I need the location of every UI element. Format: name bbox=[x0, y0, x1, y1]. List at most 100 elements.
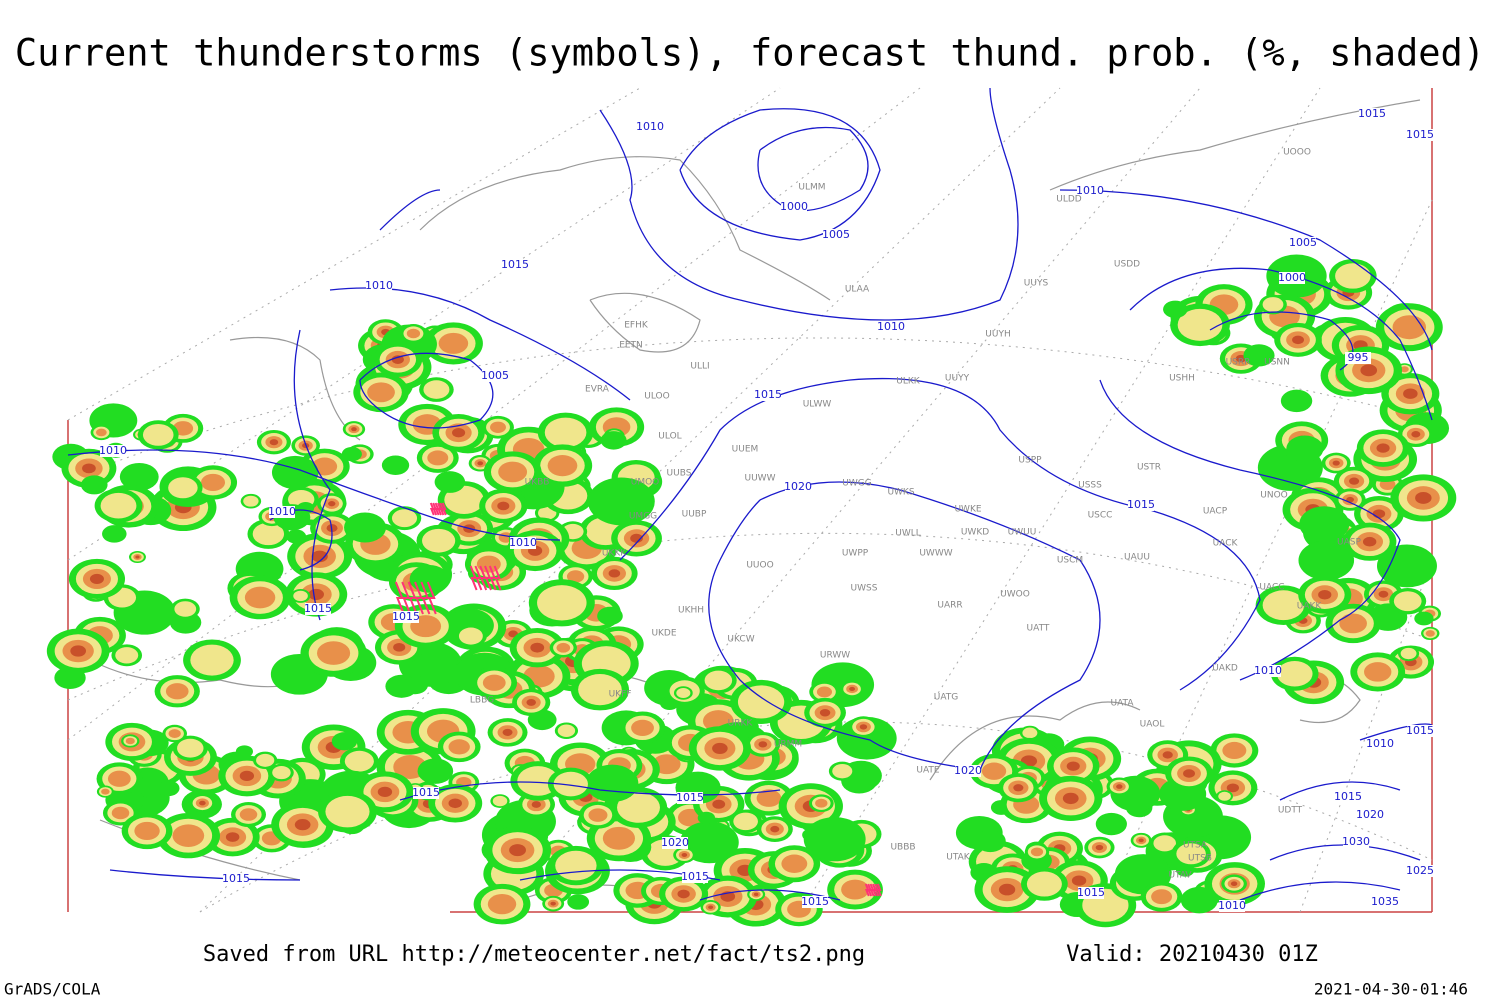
label-bg bbox=[1372, 896, 1398, 908]
shade-cell bbox=[199, 800, 206, 806]
storm-symbol bbox=[437, 502, 442, 516]
station-code: UUYH bbox=[985, 330, 1010, 340]
label-bg bbox=[100, 445, 126, 457]
isobar-label: 1000 bbox=[780, 200, 808, 213]
station-code: UKDE bbox=[651, 629, 676, 639]
isobar-label: 1015 bbox=[754, 388, 782, 401]
shade-cell bbox=[244, 586, 276, 609]
shade-cell bbox=[849, 686, 856, 692]
station-code: EFHK bbox=[624, 321, 649, 331]
title: Current thunderstorms (symbols), forecas… bbox=[15, 32, 1485, 75]
shade-cell bbox=[585, 764, 639, 803]
shade-cell bbox=[101, 788, 110, 795]
shade-cell bbox=[70, 645, 87, 657]
shade-cell bbox=[602, 826, 635, 850]
shade-cell bbox=[344, 512, 387, 543]
station-code: UWUU bbox=[1008, 528, 1037, 538]
shade-cell bbox=[537, 585, 587, 621]
shade-cell bbox=[172, 824, 205, 847]
shade-cell bbox=[444, 485, 484, 515]
storm-symbol bbox=[401, 581, 412, 615]
shade-cell bbox=[781, 854, 808, 874]
station-code: UOOO bbox=[1283, 148, 1311, 158]
shade-cell bbox=[458, 627, 483, 645]
shade-cell bbox=[1292, 335, 1304, 345]
shade-cell bbox=[859, 724, 868, 730]
shade-cell bbox=[998, 883, 1016, 896]
station-code: ULOO bbox=[644, 392, 669, 402]
shade-cell bbox=[1138, 838, 1144, 843]
shade-cell bbox=[497, 501, 510, 511]
label-bg bbox=[1335, 791, 1361, 803]
storm-symbol bbox=[479, 565, 488, 591]
shade-cell bbox=[1262, 590, 1305, 621]
shade-cell bbox=[547, 455, 578, 477]
shade-cell bbox=[832, 763, 853, 779]
shade-cell bbox=[1280, 389, 1313, 413]
isobar-label: 1015 bbox=[412, 786, 440, 799]
station-code: UATE bbox=[916, 766, 940, 776]
label-bg bbox=[755, 389, 781, 401]
shade-cell bbox=[1332, 460, 1340, 466]
isobar-label: 1010 bbox=[365, 279, 393, 292]
isobar-label: 1015 bbox=[222, 872, 250, 885]
label-bg bbox=[878, 321, 904, 333]
shade-cell bbox=[1095, 812, 1127, 836]
shade-cell bbox=[509, 844, 526, 857]
label-bg bbox=[955, 765, 981, 777]
label-bg bbox=[637, 121, 663, 133]
shade-cell bbox=[502, 728, 513, 736]
shade-cell bbox=[677, 889, 690, 899]
shade-cell bbox=[544, 417, 587, 448]
label-bg bbox=[1290, 237, 1316, 249]
shade-cell bbox=[367, 382, 395, 403]
shade-cell bbox=[617, 792, 660, 823]
isobar-label: 1015 bbox=[501, 258, 529, 271]
isobar-label: 1020 bbox=[784, 480, 812, 493]
shade-cell bbox=[119, 462, 159, 491]
shade-cell bbox=[201, 473, 226, 492]
shade-cell bbox=[756, 789, 782, 807]
label-bg bbox=[1255, 665, 1281, 677]
station-code: UMGG bbox=[629, 512, 657, 522]
shade-cell bbox=[517, 766, 559, 796]
storm-symbol bbox=[872, 883, 877, 897]
station-code: URMM bbox=[774, 740, 802, 750]
shade-cell bbox=[1095, 844, 1104, 851]
shade-cell bbox=[438, 332, 469, 354]
shade-cell bbox=[293, 590, 308, 602]
station-code: UKKK bbox=[602, 549, 627, 559]
shade-cell bbox=[1230, 881, 1238, 887]
map-area: 1010 1000 1005 1015 1010 1005 1010 1010 1010 1010… bbox=[46, 87, 1457, 928]
station-code: UARR bbox=[937, 601, 962, 611]
label-bg bbox=[1279, 272, 1305, 284]
station-code: USPP bbox=[1018, 456, 1042, 466]
station-code: UWLL bbox=[895, 529, 921, 539]
isobar-label: 1005 bbox=[822, 228, 850, 241]
storm-symbol bbox=[394, 581, 405, 615]
label-bg bbox=[502, 259, 528, 271]
station-code: UTSB bbox=[1188, 854, 1212, 864]
label-bg bbox=[305, 603, 331, 615]
storm-symbol bbox=[484, 565, 492, 591]
shade-cell bbox=[168, 729, 181, 738]
station-code: UKCW bbox=[727, 635, 754, 645]
station-code: UWPP bbox=[842, 549, 869, 559]
isobar-label: 1015 bbox=[1077, 886, 1105, 899]
shade-cell bbox=[588, 808, 608, 822]
shade-cell bbox=[631, 719, 654, 736]
shade-cell bbox=[733, 812, 758, 831]
station-code: UTAV bbox=[1168, 871, 1192, 881]
shade-cell bbox=[271, 455, 319, 490]
station-code: UUWW bbox=[745, 474, 776, 484]
shade-cell bbox=[134, 821, 160, 841]
shade-cell bbox=[819, 708, 831, 717]
isobar-label: 1005 bbox=[481, 369, 509, 382]
shade-cell bbox=[1180, 886, 1218, 914]
isobar-label: 1010 bbox=[1218, 899, 1246, 912]
shade-cell bbox=[417, 758, 454, 784]
shade-cell bbox=[802, 828, 820, 842]
shade-cell bbox=[317, 641, 351, 665]
shade-cell bbox=[422, 528, 456, 553]
station-code: UAKD bbox=[1212, 664, 1238, 674]
